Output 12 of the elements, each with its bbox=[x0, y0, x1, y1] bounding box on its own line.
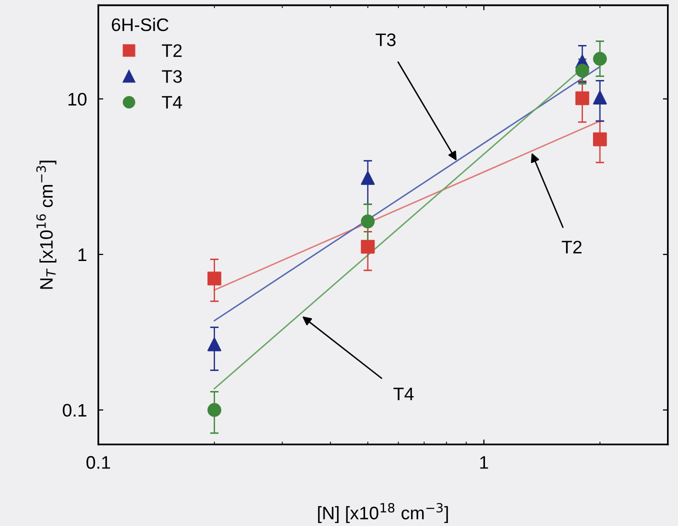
annotation: T3 bbox=[376, 33, 396, 46]
annotation: T2 bbox=[562, 240, 582, 254]
annotation: T4 bbox=[394, 388, 414, 400]
legend-label: T4 bbox=[162, 96, 182, 109]
y-tick-label: 1 bbox=[78, 248, 86, 261]
y-tick-label: 10 bbox=[68, 92, 86, 106]
legend-label: T3 bbox=[162, 70, 182, 83]
y-axis-title: N$_{T}$ [x10$^{16}$ cm$^{−3}$] bbox=[36, 160, 56, 289]
x-axis-title: [N] [x10$^{18}$ cm$^{−3}$] bbox=[318, 502, 448, 524]
legend-label: T2 bbox=[162, 44, 182, 57]
legend-title: 6H-SiC bbox=[112, 18, 168, 32]
y-tick-label: 0.1 bbox=[62, 404, 86, 417]
